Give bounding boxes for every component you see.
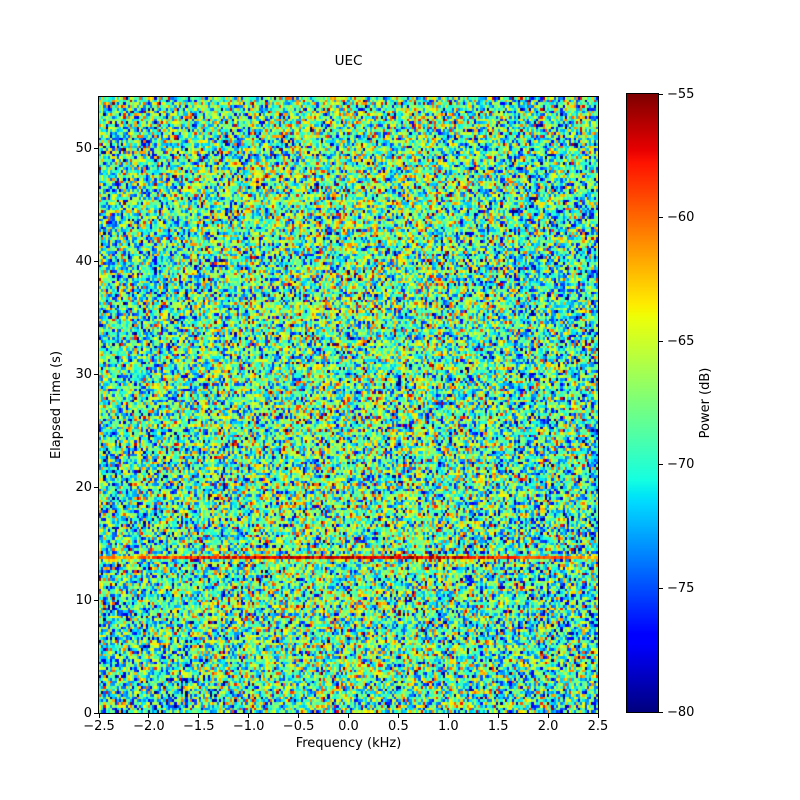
x-tick-mark [98, 714, 100, 718]
colorbar-tick-mark [659, 711, 663, 713]
x-tick-label: 0.5 [388, 719, 409, 734]
x-tick-mark [497, 714, 499, 718]
x-tick-label: −1.5 [183, 719, 215, 734]
colorbar-tick-mark [659, 587, 663, 589]
plot-title: UEC [334, 53, 363, 69]
plot-area [98, 96, 599, 714]
x-tick-mark [447, 714, 449, 718]
y-tick-label: 40 [75, 254, 92, 270]
x-tick-label: −1.0 [232, 719, 265, 734]
x-tick-label: −0.5 [282, 719, 315, 734]
x-tick-label: 1.0 [437, 719, 459, 734]
y-tick-label: 20 [75, 479, 92, 495]
colorbar-tick-label: −70 [667, 457, 695, 473]
x-tick-mark [148, 714, 150, 718]
y-tick-label: 30 [75, 367, 92, 383]
x-tick-label: 2.0 [537, 719, 559, 734]
colorbar [626, 93, 659, 713]
x-tick-mark [397, 714, 399, 718]
x-tick-label: 0.0 [338, 719, 359, 734]
y-tick-mark [94, 148, 98, 150]
colorbar-tick-label: −55 [667, 86, 695, 102]
y-tick-label: 0 [83, 705, 92, 721]
spectrogram-heatmap [99, 97, 598, 713]
x-axis-label: Frequency (kHz) [295, 736, 402, 751]
x-tick-mark [198, 714, 200, 718]
x-tick-mark [547, 714, 549, 718]
colorbar-tick-mark [659, 93, 663, 95]
y-tick-mark [94, 712, 98, 714]
colorbar-tick-label: −65 [667, 333, 695, 349]
x-tick-label: −2.0 [133, 719, 165, 734]
y-tick-label: 50 [75, 141, 92, 157]
colorbar-tick-label: −60 [667, 210, 695, 226]
colorbar-tick-label: −80 [667, 704, 695, 720]
x-tick-mark [248, 714, 250, 718]
x-tick-mark [298, 714, 300, 718]
y-tick-mark [94, 599, 98, 601]
colorbar-tick-mark [659, 340, 663, 342]
x-tick-label: 1.5 [487, 719, 509, 734]
x-tick-label: 2.5 [587, 719, 609, 734]
x-tick-mark [348, 714, 349, 718]
y-tick-mark [94, 374, 98, 376]
colorbar-gradient [627, 94, 658, 712]
y-tick-mark [94, 486, 98, 488]
colorbar-label: Power (dB) [698, 367, 713, 439]
x-tick-label: −2.5 [83, 719, 115, 734]
x-tick-mark [597, 714, 599, 718]
y-tick-mark [94, 261, 98, 263]
y-axis-label: Elapsed Time (s) [49, 350, 64, 460]
colorbar-tick-label: −75 [667, 580, 695, 596]
y-tick-label: 10 [75, 592, 92, 608]
colorbar-tick-mark [659, 464, 663, 466]
colorbar-tick-mark [659, 217, 663, 219]
